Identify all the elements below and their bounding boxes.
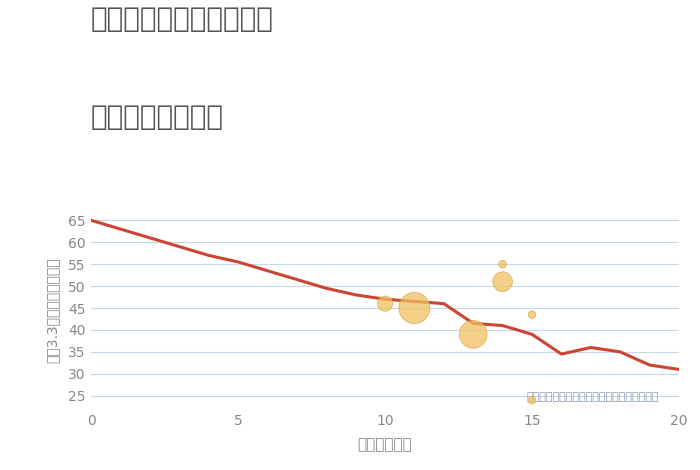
Point: [497, 278, 508, 285]
X-axis label: 駅距離（分）: 駅距離（分）: [358, 437, 412, 452]
Point: [526, 396, 538, 404]
Point: [379, 300, 391, 307]
Text: 円の大きさは、取引のあった物件面積を示す: 円の大きさは、取引のあった物件面積を示す: [526, 392, 659, 402]
Text: 大阪府堺市堺区山本町の: 大阪府堺市堺区山本町の: [91, 5, 274, 33]
Text: 駅距離別土地価格: 駅距離別土地価格: [91, 103, 224, 132]
Point: [468, 330, 479, 338]
Point: [526, 311, 538, 318]
Point: [409, 304, 420, 312]
Y-axis label: 坪（3.3㎡）単価（万円）: 坪（3.3㎡）単価（万円）: [46, 258, 60, 363]
Point: [497, 260, 508, 268]
